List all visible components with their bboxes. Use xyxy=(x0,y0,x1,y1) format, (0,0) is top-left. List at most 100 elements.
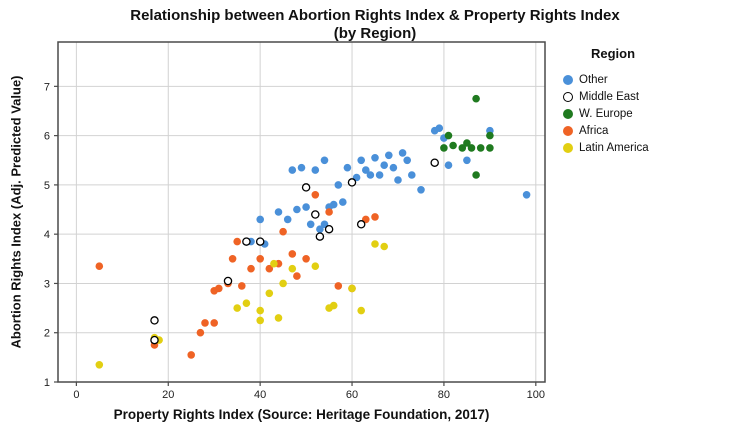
data-point xyxy=(339,198,347,206)
data-point xyxy=(316,225,324,233)
data-point xyxy=(270,259,278,268)
legend-item-label: Latin America xyxy=(579,141,649,154)
data-point xyxy=(320,156,329,165)
data-point xyxy=(233,304,241,312)
data-point xyxy=(472,171,480,179)
legend-item-label: Africa xyxy=(579,124,609,137)
data-point xyxy=(238,282,246,290)
data-point xyxy=(348,284,356,293)
data-point xyxy=(449,141,457,150)
data-point xyxy=(283,215,292,224)
data-point xyxy=(380,161,389,169)
data-point xyxy=(256,215,265,224)
legend-swatch-icon xyxy=(563,142,573,153)
data-point xyxy=(274,208,283,216)
data-point xyxy=(356,220,366,229)
x-tick-label: 20 xyxy=(162,389,174,401)
y-tick-label: 3 xyxy=(44,278,50,290)
data-point xyxy=(247,264,255,273)
data-point xyxy=(233,237,241,246)
data-point xyxy=(467,144,476,152)
data-point xyxy=(255,237,265,246)
chart-title: Relationship between Abortion Rights Ind… xyxy=(0,7,750,43)
legend-item-label: W. Europe xyxy=(579,107,633,120)
y-tick-label: 4 xyxy=(44,229,50,241)
chart-title-line1: Relationship between Abortion Rights Ind… xyxy=(130,7,620,24)
y-axis-ticks: 1 2 3 4 5 6 7 xyxy=(44,81,58,389)
data-point xyxy=(187,351,195,359)
data-point xyxy=(371,240,379,248)
data-point xyxy=(306,220,315,229)
data-point xyxy=(279,279,287,288)
legend-swatch-icon xyxy=(563,108,573,119)
data-point xyxy=(417,186,425,194)
x-axis-label: Property Rights Index (Source: Heritage … xyxy=(113,407,490,422)
y-tick-label: 5 xyxy=(44,180,50,192)
data-point xyxy=(408,171,416,179)
data-point xyxy=(343,163,352,172)
x-tick-label: 100 xyxy=(527,389,545,401)
data-point xyxy=(301,183,311,192)
data-point xyxy=(362,166,370,174)
data-point xyxy=(463,139,471,147)
data-point xyxy=(302,203,310,211)
legend-item-label: Middle East xyxy=(579,90,640,103)
data-point xyxy=(288,264,297,273)
data-point xyxy=(486,144,494,152)
data-point xyxy=(242,237,251,246)
data-point xyxy=(380,242,389,251)
legend-item-w-europe: W. Europe xyxy=(563,105,745,122)
data-point xyxy=(403,156,412,165)
data-point xyxy=(334,181,343,189)
data-point xyxy=(329,200,338,209)
data-point xyxy=(288,250,297,258)
data-point xyxy=(389,163,398,172)
data-point xyxy=(293,272,301,280)
data-point xyxy=(311,191,320,199)
points-w-europe xyxy=(440,94,494,179)
data-point xyxy=(242,299,251,308)
y-tick-label: 6 xyxy=(44,131,50,143)
data-point xyxy=(463,156,471,165)
data-point xyxy=(201,319,209,327)
data-point xyxy=(385,151,393,160)
x-tick-label: 80 xyxy=(438,389,450,401)
data-point xyxy=(430,158,439,167)
points-latin-america xyxy=(95,240,389,369)
x-axis-ticks: 0 20 40 60 80 100 xyxy=(73,382,545,401)
points-middle-east xyxy=(150,158,439,345)
data-point xyxy=(398,149,407,157)
y-tick-label: 7 xyxy=(44,81,50,93)
data-point xyxy=(458,144,467,152)
data-point xyxy=(288,166,297,174)
data-point xyxy=(279,227,287,236)
data-point xyxy=(256,306,265,315)
data-point xyxy=(95,361,104,369)
legend-items: Other Middle East W. Europe Africa Latin Ame… xyxy=(563,71,745,156)
data-point xyxy=(315,232,325,241)
data-point xyxy=(522,191,531,199)
data-point xyxy=(371,213,379,221)
legend-item-latin-america: Latin America xyxy=(563,139,745,156)
data-point xyxy=(440,144,448,152)
points-africa xyxy=(95,191,379,359)
data-point xyxy=(302,254,310,263)
data-point xyxy=(357,306,366,315)
data-point xyxy=(311,210,320,219)
x-tick-label: 60 xyxy=(346,389,358,401)
data-point xyxy=(444,161,453,169)
data-point xyxy=(196,328,205,337)
data-point xyxy=(215,284,223,293)
data-point xyxy=(357,156,366,165)
data-point xyxy=(486,131,494,140)
data-point xyxy=(297,163,306,172)
data-point xyxy=(210,319,218,327)
data-point xyxy=(274,314,283,322)
data-point xyxy=(256,316,265,325)
legend-title: Region xyxy=(591,46,636,61)
data-point xyxy=(150,335,159,345)
data-point xyxy=(324,224,334,234)
data-point xyxy=(150,316,159,325)
